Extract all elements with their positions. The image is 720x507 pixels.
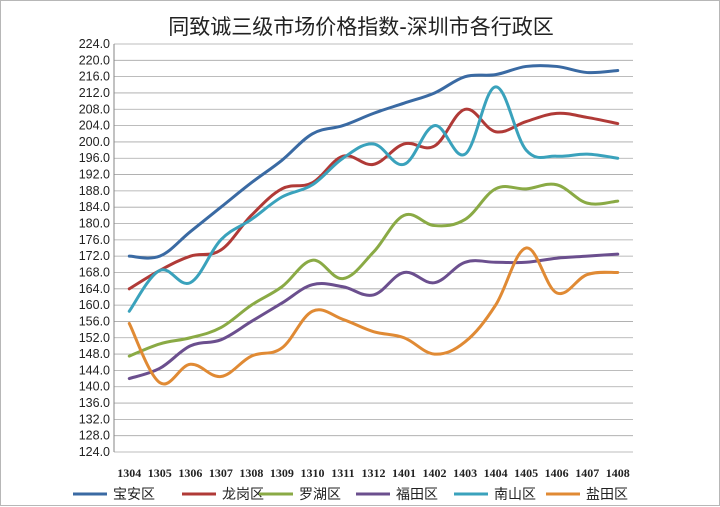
y-tick-label: 220.0 <box>79 53 110 67</box>
y-tick-label: 124.0 <box>79 445 110 459</box>
legend-label: 盐田区 <box>586 487 628 503</box>
y-tick-label: 212.0 <box>79 86 110 100</box>
legend-label: 宝安区 <box>113 487 155 503</box>
y-tick-label: 172.0 <box>79 249 110 263</box>
series-line-4 <box>127 85 620 313</box>
x-tick-label: 1311 <box>331 466 354 480</box>
x-tick-label: 1407 <box>575 466 599 480</box>
y-tick-label: 156.0 <box>79 314 110 328</box>
y-tick-label: 168.0 <box>79 265 110 279</box>
y-tick-label: 136.0 <box>79 396 110 410</box>
y-tick-label: 208.0 <box>79 102 110 116</box>
legend-label: 罗湖区 <box>299 487 341 503</box>
y-tick-label: 200.0 <box>79 135 110 149</box>
x-tick-label: 1304 <box>117 466 141 480</box>
grid-layer <box>113 43 633 453</box>
series-layer <box>127 63 620 386</box>
y-tick-label: 188.0 <box>79 184 110 198</box>
series-line-5 <box>127 246 620 386</box>
chart-title: 同致诚三级市场价格指数-深圳市各行政区 <box>168 15 554 39</box>
y-tick-label: 196.0 <box>79 151 110 165</box>
x-tick-label: 1405 <box>514 466 538 480</box>
y-tick-label: 132.0 <box>79 412 110 426</box>
legend: 宝安区 龙岗区 罗湖区 福田区 南山区 盐田区 <box>73 487 628 503</box>
legend-label: 龙岗区 <box>222 487 264 503</box>
x-tick-label: 1310 <box>300 466 324 480</box>
y-tick-label: 176.0 <box>79 233 110 247</box>
x-tick-label: 1404 <box>484 466 508 480</box>
series-line-2 <box>127 182 620 358</box>
y-tick-label: 224.0 <box>79 37 110 51</box>
x-tick-label: 1403 <box>453 466 477 480</box>
y-tick-label: 128.0 <box>79 429 110 443</box>
x-tick-label: 1306 <box>178 466 202 480</box>
y-tick-label: 164.0 <box>79 282 110 296</box>
x-tick-label: 1309 <box>270 466 294 480</box>
y-tick-label: 152.0 <box>79 331 110 345</box>
y-tick-label: 216.0 <box>79 70 110 84</box>
x-tick-label: 1406 <box>545 466 569 480</box>
y-tick-label: 184.0 <box>79 200 110 214</box>
y-tick-label: 140.0 <box>79 380 110 394</box>
x-tick-label: 1408 <box>606 466 630 480</box>
x-axis-ticks: 1304 1305 1306 1307 1308 1309 1310 1311 1312 1401… <box>117 466 629 480</box>
x-tick-label: 1307 <box>209 466 233 480</box>
y-tick-label: 192.0 <box>79 168 110 182</box>
y-tick-label: 160.0 <box>79 298 110 312</box>
x-tick-label: 1401 <box>392 466 416 480</box>
x-tick-label: 1308 <box>239 466 263 480</box>
y-tick-label: 204.0 <box>79 119 110 133</box>
series-line-0 <box>127 63 620 260</box>
x-tick-label: 1402 <box>423 466 447 480</box>
legend-label: 南山区 <box>494 487 536 503</box>
y-tick-label: 144.0 <box>79 363 110 377</box>
legend-label: 福田区 <box>396 487 438 503</box>
x-tick-label: 1305 <box>148 466 172 480</box>
y-tick-label: 180.0 <box>79 217 110 231</box>
series-line-1 <box>127 107 620 291</box>
series-line-3 <box>127 252 620 381</box>
y-tick-label: 148.0 <box>79 347 110 361</box>
x-tick-label: 1312 <box>362 466 386 480</box>
y-axis-ticks: 124.0 128.0 132.0 136.0 140.0 144.0 148.0 152.0… <box>79 37 110 459</box>
